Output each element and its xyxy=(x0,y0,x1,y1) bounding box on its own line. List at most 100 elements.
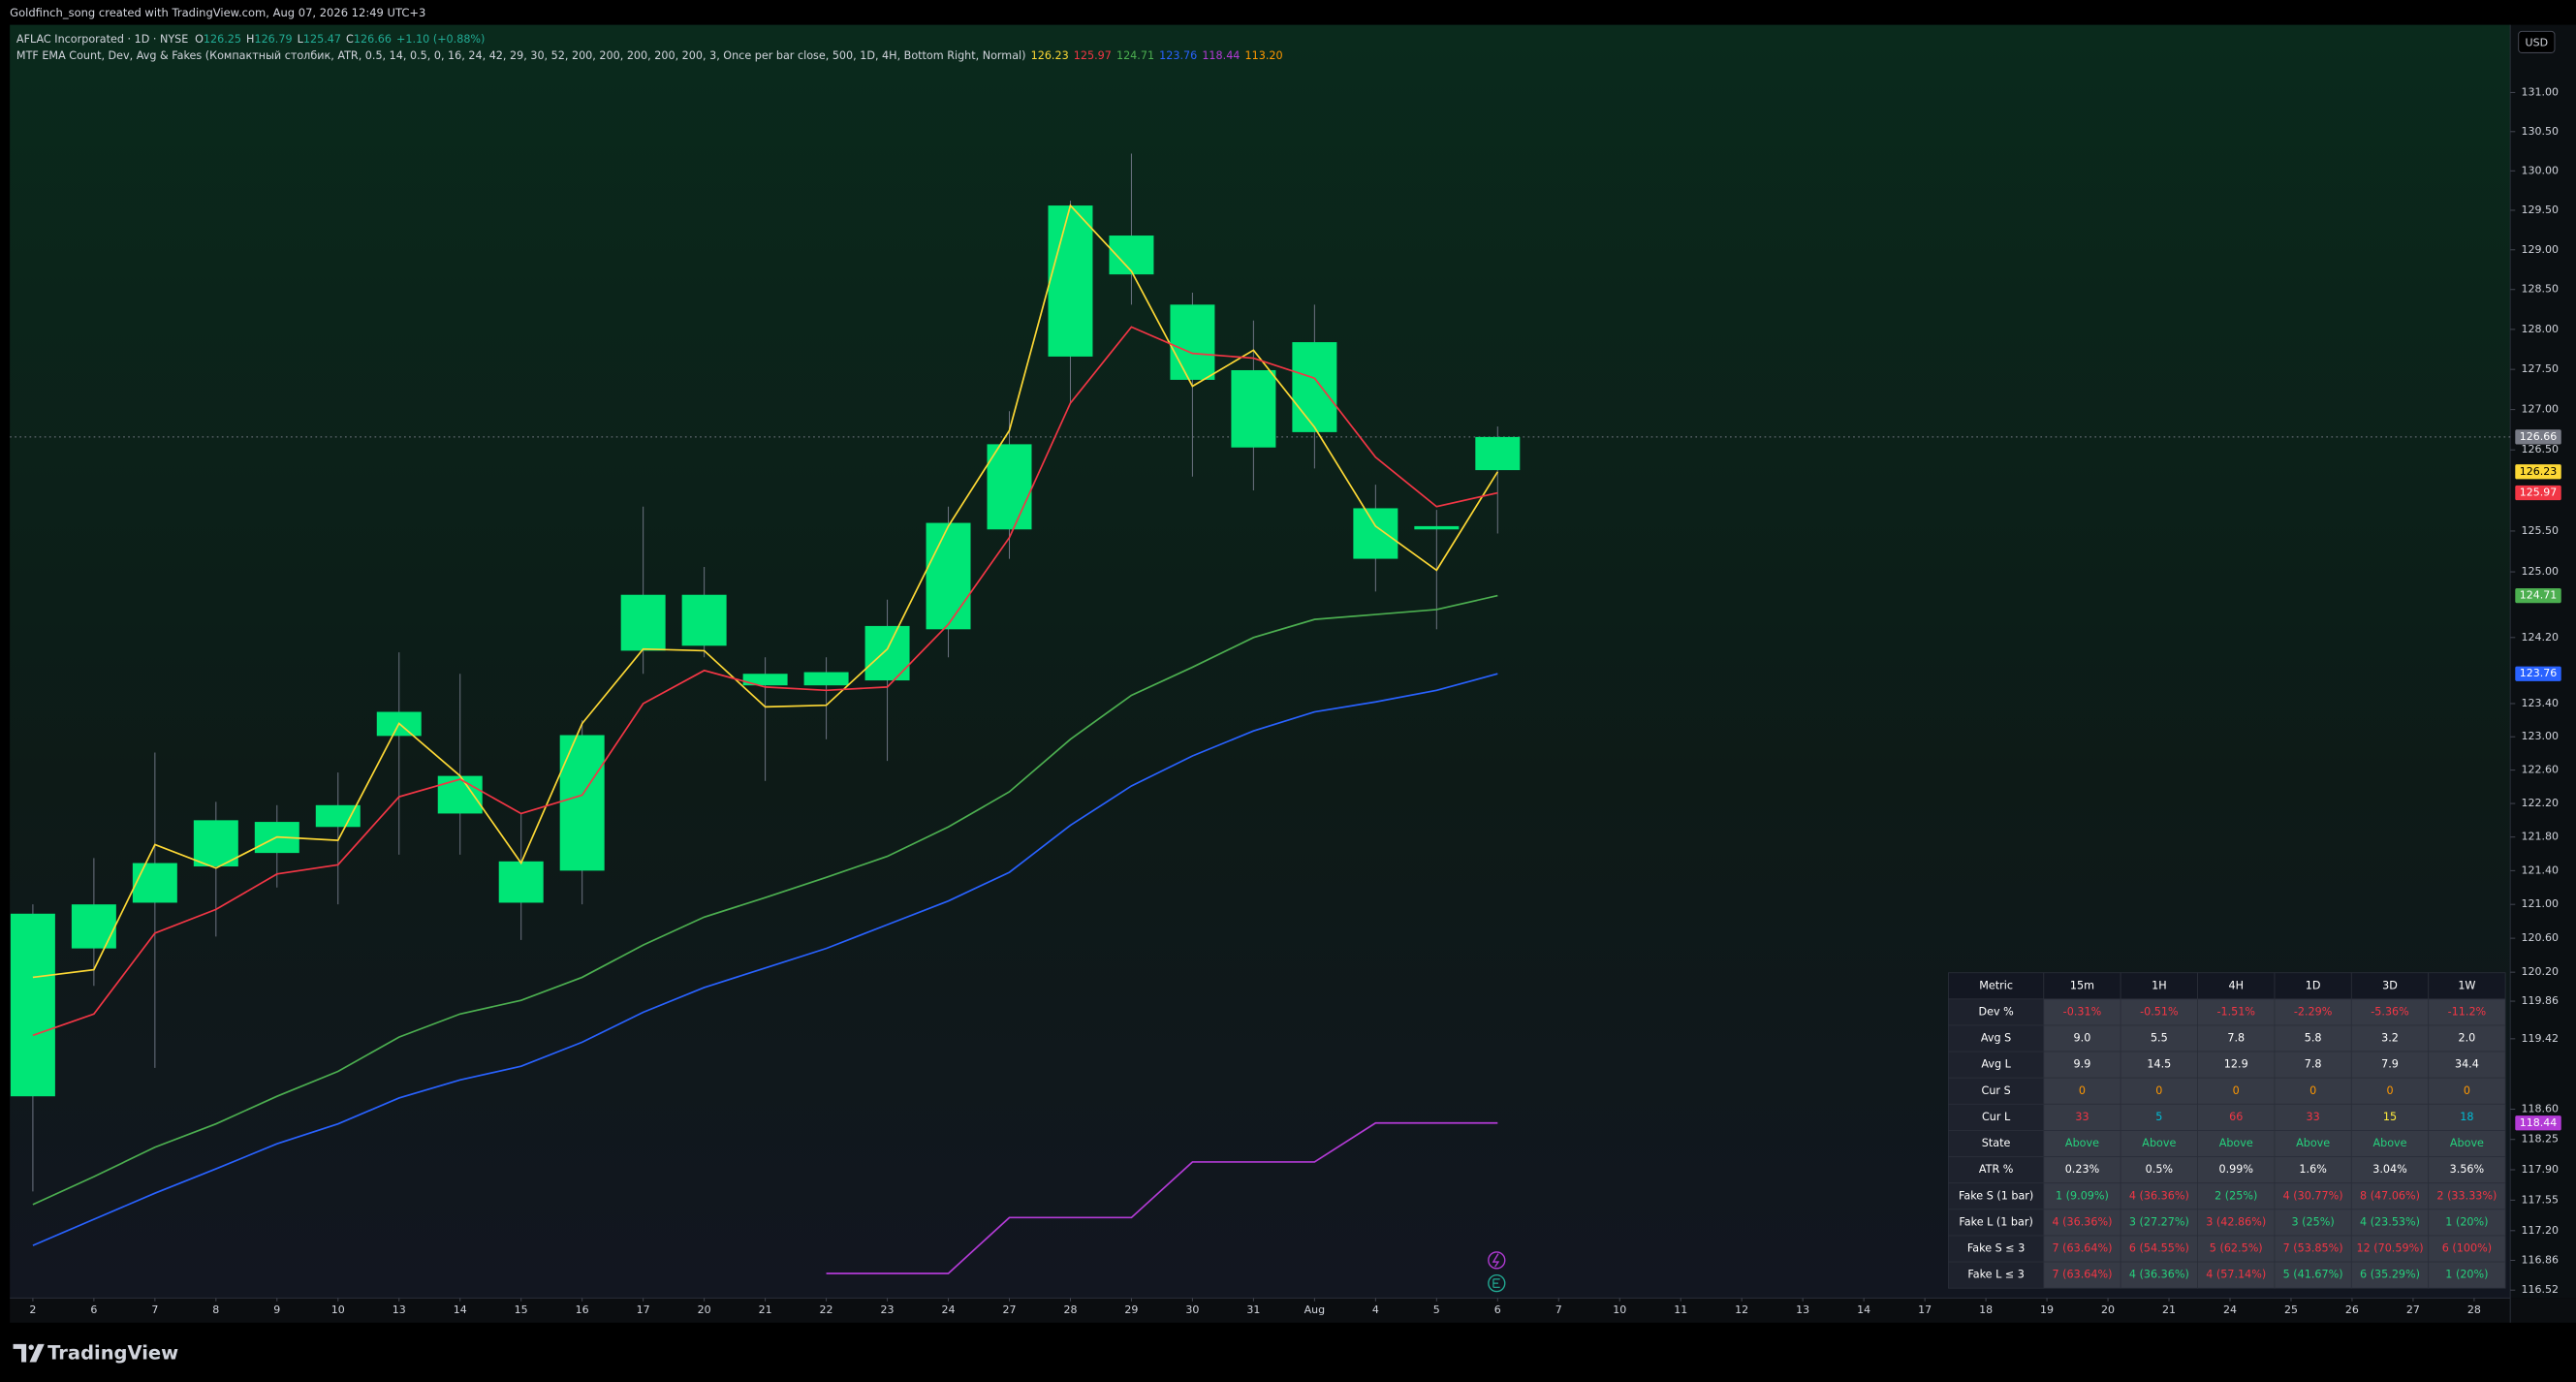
logo xyxy=(13,1343,45,1363)
x-tick-label: 11 xyxy=(1674,1303,1687,1316)
currency[interactable]: USD xyxy=(2526,36,2549,48)
x-tick-label: 10 xyxy=(331,1303,345,1316)
x-tick-label: 2 xyxy=(29,1303,36,1316)
table-cell-text: 0 xyxy=(2155,1084,2162,1097)
indicator-value: 125.97 xyxy=(1074,49,1112,62)
table-cell-text: 0 xyxy=(2079,1084,2086,1097)
table-cell xyxy=(1948,1182,2045,1210)
candle-body xyxy=(987,444,1032,530)
candle-body xyxy=(437,775,483,814)
table-cell-text: Cur S xyxy=(1982,1084,2011,1097)
table-cell-text: 7.8 xyxy=(2305,1058,2322,1071)
table-cell-text: 5.5 xyxy=(2151,1032,2168,1045)
x-tick-label: 31 xyxy=(1246,1303,1260,1316)
indicator-value: 113.20 xyxy=(1245,49,1283,62)
table-cell-text: 34.4 xyxy=(2455,1058,2479,1071)
table-cell-text: 18 xyxy=(2460,1111,2473,1123)
currency-box[interactable] xyxy=(2518,30,2556,53)
indicator-legend: MTF EMA Count, Dev, Avg & Fakes (Компакт… xyxy=(16,49,1283,62)
table-cell-text: 14.5 xyxy=(2147,1058,2171,1071)
table-cell-text: 0.5% xyxy=(2146,1163,2173,1176)
table-cell-text: ATR % xyxy=(1979,1163,2014,1176)
table-header-cell xyxy=(2120,972,2198,1000)
table-cell xyxy=(2043,1156,2121,1184)
table-cell xyxy=(2350,1235,2430,1263)
table-cell-text: 7.9 xyxy=(2381,1058,2399,1071)
table-cell-text: -11.2% xyxy=(2448,1005,2487,1018)
table-cell xyxy=(2274,1051,2352,1079)
candle-body xyxy=(498,861,544,903)
y-tick-label: 120.20 xyxy=(2521,965,2559,978)
ema-line xyxy=(32,204,1499,979)
table-cell-text: 7 (63.64%) xyxy=(2052,1269,2112,1281)
x-tick-label: 24 xyxy=(2223,1303,2237,1316)
table-cell-text: 6 (35.29%) xyxy=(2360,1269,2420,1281)
table-cell xyxy=(2043,1051,2121,1079)
table-cell-text: Above xyxy=(2142,1137,2176,1149)
earnings-icon[interactable] xyxy=(1488,1273,1506,1293)
table-cell-text: -5.36% xyxy=(2371,1005,2409,1018)
table-header-text: 4H xyxy=(2228,979,2244,991)
table-cell-text: Above xyxy=(2450,1137,2484,1149)
table-cell xyxy=(2120,1182,2198,1210)
low-value: 125.47 xyxy=(303,33,341,46)
price-tag-label: 126.23 xyxy=(2520,465,2558,478)
table-header-cell xyxy=(2428,972,2506,1000)
y-tick-label: 129.50 xyxy=(2521,204,2559,216)
x-tick-label: 28 xyxy=(2467,1303,2481,1316)
x-tick-label: 18 xyxy=(1979,1303,1993,1316)
y-tick-label: 123.00 xyxy=(2521,730,2559,742)
dividend-icon[interactable] xyxy=(1488,1251,1506,1270)
table-cell-text: 0 xyxy=(2464,1084,2470,1097)
table-cell-text: Fake L (1 bar) xyxy=(1959,1215,2032,1228)
candle-body xyxy=(1048,205,1093,357)
price-tag-label: 124.71 xyxy=(2520,589,2558,602)
table-cell-text: 7 (53.85%) xyxy=(2283,1242,2343,1255)
price-tag xyxy=(2515,485,2561,501)
table-cell-text: Fake S (1 bar) xyxy=(1959,1189,2033,1202)
table-header-text: 1W xyxy=(2458,979,2475,991)
table-cell xyxy=(2274,1103,2352,1131)
table-cell xyxy=(2274,1156,2352,1184)
y-tick-label: 126.50 xyxy=(2521,443,2559,455)
x-tick-label: Aug xyxy=(1304,1303,1325,1316)
table-cell xyxy=(2428,1077,2506,1105)
x-tick-label: 4 xyxy=(1372,1303,1379,1316)
table-cell-text: 9.9 xyxy=(2074,1058,2091,1071)
chart-icons[interactable] xyxy=(1488,1251,1506,1293)
table-cell-text: 0.99% xyxy=(2218,1163,2253,1176)
y-tick-label: 119.86 xyxy=(2521,994,2559,1007)
y-tick-label: 129.00 xyxy=(2521,243,2559,256)
table-cell xyxy=(1948,1024,2045,1052)
ema-line xyxy=(32,594,1498,1206)
x-tick-label: 28 xyxy=(1063,1303,1077,1316)
ema-line xyxy=(32,673,1498,1246)
table-cell xyxy=(2120,1235,2198,1263)
table-cell-text: 12 (70.59%) xyxy=(2356,1242,2423,1255)
table-cell xyxy=(2120,1024,2198,1052)
indicator-value: 123.76 xyxy=(1159,49,1197,62)
table-header-text: 1D xyxy=(2306,979,2321,991)
x-tick-label: 8 xyxy=(212,1303,219,1316)
ohlc-letter: L xyxy=(298,33,304,46)
price-tag xyxy=(2515,1115,2561,1131)
y-tick-label: 121.40 xyxy=(2521,864,2559,876)
table-cell xyxy=(2043,1182,2121,1210)
table-cell-text: Above xyxy=(2296,1137,2330,1149)
table-cell xyxy=(2350,1209,2430,1237)
x-tick-label: 6 xyxy=(90,1303,97,1316)
candle-body xyxy=(742,674,788,686)
x-tick-label: 29 xyxy=(1124,1303,1138,1316)
table-cell xyxy=(2428,1261,2506,1289)
x-tick-label: 16 xyxy=(576,1303,589,1316)
table-cell-text: 4 (36.36%) xyxy=(2052,1215,2112,1228)
x-tick-label: 14 xyxy=(454,1303,467,1316)
y-tick-label: 127.50 xyxy=(2521,362,2559,375)
price-tag xyxy=(2515,464,2561,480)
price-tag-label: 123.76 xyxy=(2520,667,2558,679)
table-cell-text: Above xyxy=(2372,1137,2406,1149)
table-cell xyxy=(2043,1209,2121,1237)
y-tick-label: 120.60 xyxy=(2521,931,2559,944)
x-tick-label: 26 xyxy=(2345,1303,2359,1316)
table-cell-text: 33 xyxy=(2075,1111,2089,1123)
